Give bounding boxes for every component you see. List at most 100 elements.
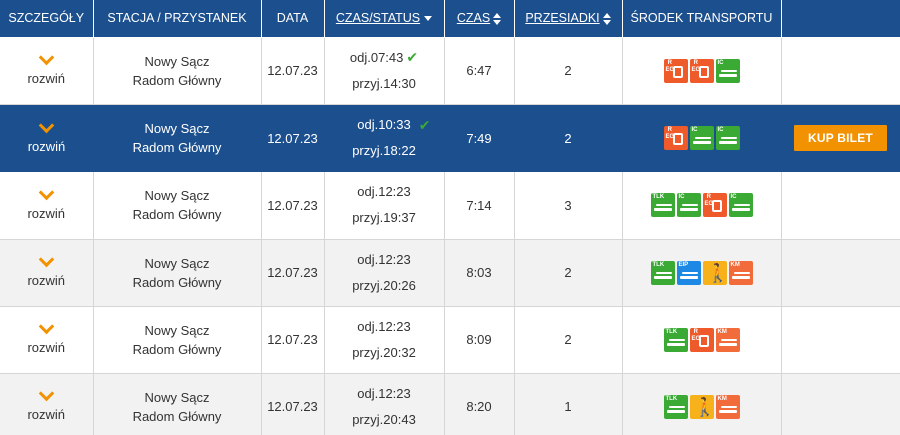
train-icon: IC bbox=[676, 193, 701, 218]
col-actions-header bbox=[781, 0, 900, 38]
details-cell[interactable]: rozwiń bbox=[0, 373, 94, 435]
col-station-header: STACJA / PRZYSTANEK bbox=[93, 0, 262, 38]
station-to: Radom Główny bbox=[132, 341, 222, 357]
date-cell: 12.07.23 bbox=[261, 172, 325, 240]
expand-toggle[interactable]: rozwiń bbox=[0, 251, 93, 288]
station-from: Nowy Sącz bbox=[144, 255, 210, 271]
departure-time: odj.12:23 bbox=[357, 184, 411, 200]
station-from: Nowy Sącz bbox=[144, 322, 210, 338]
expand-label[interactable]: rozwiń bbox=[27, 71, 66, 86]
expand-label[interactable]: rozwiń bbox=[27, 407, 66, 422]
chevron-down-icon bbox=[38, 49, 55, 66]
transfers-cell: 3 bbox=[514, 172, 623, 240]
chevron-down-icon bbox=[38, 251, 55, 268]
col-time-status-header[interactable]: CZAS/STATUS bbox=[324, 0, 445, 38]
actions-cell: KUP BILET bbox=[781, 104, 900, 172]
arrival-time: przyj.18:22 bbox=[352, 143, 416, 159]
date-cell: 12.07.23 bbox=[261, 373, 325, 435]
transfers-cell: 2 bbox=[514, 239, 623, 307]
station-from: Nowy Sącz bbox=[144, 389, 210, 405]
time-status-cell: odj.10:33 ✔ przyj.18:22 bbox=[324, 104, 444, 172]
expand-toggle[interactable]: rozwiń bbox=[0, 318, 93, 355]
train-icon: IC bbox=[728, 193, 753, 218]
departure-time: odj.12:23 bbox=[357, 385, 411, 401]
sort-icon bbox=[602, 12, 611, 25]
transport-cell: TLK 🚶 KM bbox=[622, 373, 782, 435]
details-cell[interactable]: rozwiń bbox=[0, 104, 93, 172]
duration-cell: 7:49 bbox=[444, 104, 514, 172]
station-to: Radom Główny bbox=[132, 274, 222, 290]
transport-cell: TLK R EG KM bbox=[622, 306, 782, 374]
arrival-time: przyj.20:32 bbox=[352, 344, 416, 360]
arrival-time: przyj.14:30 bbox=[352, 76, 416, 91]
transfers-cell: 2 bbox=[514, 306, 623, 374]
table-row[interactable]: rozwiń Nowy Sącz Radom Główny 12.07.23 odj.1… bbox=[0, 172, 900, 240]
station-to: Radom Główny bbox=[132, 207, 222, 223]
station-to: Radom Główny bbox=[132, 408, 222, 424]
expand-label[interactable]: rozwiń bbox=[27, 205, 66, 221]
train-icon: KM bbox=[728, 260, 753, 285]
station-cell: Nowy Sącz Radom Główny bbox=[93, 306, 262, 374]
bus-icon: R EG bbox=[663, 126, 688, 151]
expand-toggle[interactable]: rozwiń bbox=[0, 184, 93, 221]
details-cell[interactable]: rozwiń bbox=[0, 37, 94, 105]
transfers-cell: 2 bbox=[514, 37, 623, 105]
col-duration-header[interactable]: CZAS bbox=[444, 0, 515, 38]
time-status-cell: odj.12:23 przyj.20:26 bbox=[324, 239, 445, 307]
buy-ticket-button[interactable]: KUP BILET bbox=[794, 125, 887, 152]
bus-icon: R EG bbox=[663, 58, 688, 83]
duration-cell: 7:14 bbox=[444, 172, 515, 240]
expand-toggle[interactable]: rozwiń bbox=[0, 49, 93, 86]
table-row[interactable]: rozwiń Nowy Sącz Radom Główny 12.07.23 odj.1… bbox=[0, 373, 900, 435]
chevron-down-icon bbox=[38, 184, 55, 201]
time-status-cell: odj.07:43 ✔ przyj.14:30 bbox=[324, 37, 445, 105]
table-row[interactable]: rozwiń Nowy Sącz Radom Główny 12.07.23 odj.1… bbox=[0, 306, 900, 374]
table-row[interactable]: rozwiń Nowy Sącz Radom Główny 12.07.23 odj.0… bbox=[0, 37, 900, 105]
train-icon: KM bbox=[715, 327, 740, 352]
arrival-time: przyj.19:37 bbox=[352, 210, 416, 226]
expand-label[interactable]: rozwiń bbox=[27, 138, 66, 154]
expand-toggle[interactable]: rozwiń bbox=[0, 117, 93, 154]
transport-cell: R EG R EG IC bbox=[622, 37, 782, 105]
date-cell: 12.07.23 bbox=[261, 239, 325, 307]
departure-time: odj.12:23 bbox=[357, 251, 411, 267]
time-status-cell: odj.12:23 przyj.20:43 bbox=[324, 373, 445, 435]
check-icon: ✔ bbox=[418, 117, 431, 134]
train-icon: IC bbox=[715, 126, 740, 151]
station-from: Nowy Sącz bbox=[144, 53, 210, 69]
transfers-cell: 1 bbox=[514, 373, 623, 435]
details-cell[interactable]: rozwiń bbox=[0, 239, 94, 307]
col-details-header: SZCZEGÓŁY bbox=[0, 0, 94, 38]
duration-cell: 8:03 bbox=[444, 239, 515, 307]
expand-label[interactable]: rozwiń bbox=[27, 340, 66, 355]
actions-cell bbox=[781, 239, 900, 307]
details-cell[interactable]: rozwiń bbox=[0, 172, 94, 240]
actions-cell bbox=[781, 172, 900, 240]
date-cell: 12.07.23 bbox=[261, 104, 324, 172]
details-cell[interactable]: rozwiń bbox=[0, 306, 94, 374]
train-icon: TLK bbox=[663, 394, 688, 419]
date-cell: 12.07.23 bbox=[261, 37, 325, 105]
expand-label[interactable]: rozwiń bbox=[27, 273, 66, 288]
chevron-down-icon bbox=[38, 117, 55, 134]
time-status-cell: odj.12:23 przyj.19:37 bbox=[324, 172, 445, 240]
train-icon: KM bbox=[715, 394, 740, 419]
transport-cell: TLK IC R EG IC bbox=[622, 172, 782, 240]
transfers-cell: 2 bbox=[514, 104, 622, 172]
bus-icon: R EG bbox=[689, 327, 714, 352]
walk-icon: 🚶 bbox=[689, 394, 714, 419]
station-to: Radom Główny bbox=[132, 140, 222, 156]
train-icon: TLK bbox=[650, 193, 675, 218]
bus-icon: R EG bbox=[702, 193, 727, 218]
train-icon: TLK bbox=[650, 260, 675, 285]
table-row[interactable]: rozwiń Nowy Sącz Radom Główny 12.07.23 odj.1… bbox=[0, 239, 900, 307]
expand-toggle[interactable]: rozwiń bbox=[0, 385, 93, 422]
station-cell: Nowy Sącz Radom Główny bbox=[93, 239, 262, 307]
col-transfers-header[interactable]: PRZESIADKI bbox=[514, 0, 623, 38]
walk-icon: 🚶 bbox=[702, 260, 727, 285]
train-icon: EIP bbox=[676, 260, 701, 285]
table-row[interactable]: rozwiń Nowy Sącz Radom Główny 12.07.23 odj.1… bbox=[0, 104, 900, 172]
transport-cell: R EG IC IC bbox=[622, 104, 781, 172]
arrival-time: przyj.20:26 bbox=[352, 277, 416, 293]
